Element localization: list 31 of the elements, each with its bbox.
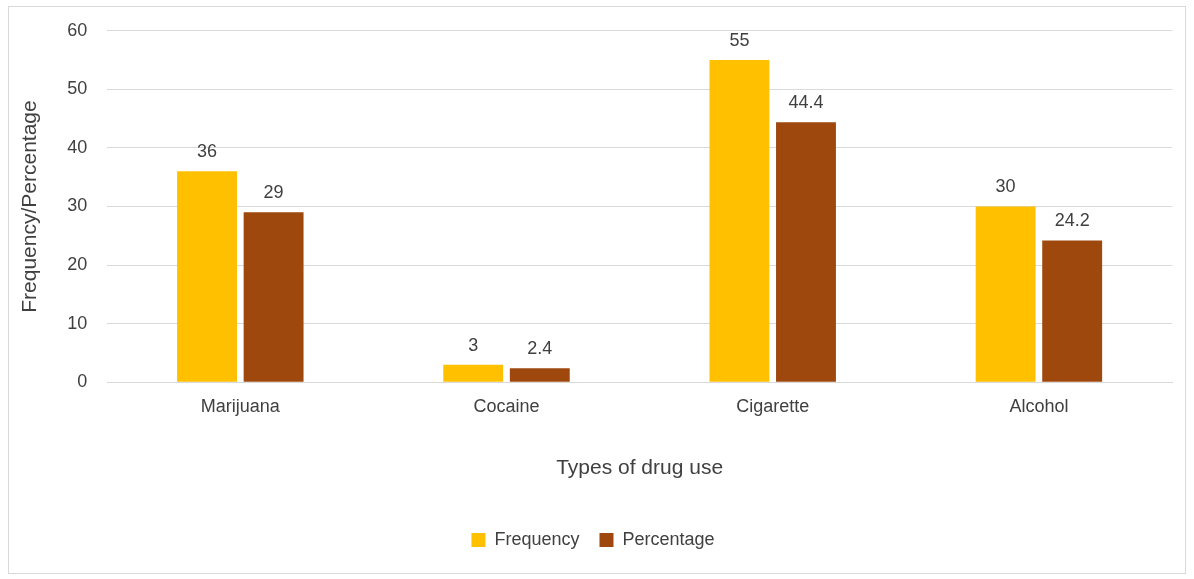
data-label: 3 xyxy=(468,334,479,355)
y-tick-label: 30 xyxy=(67,195,88,216)
y-tick-label: 20 xyxy=(67,254,88,275)
x-tick-label: Cigarette xyxy=(736,395,810,416)
data-label: 44.4 xyxy=(788,92,824,113)
x-tick-label: Cocaine xyxy=(473,395,540,416)
bar xyxy=(177,171,237,382)
x-axis-title: Types of drug use xyxy=(556,455,724,479)
bar xyxy=(1042,240,1103,382)
bar xyxy=(243,212,304,382)
data-label: 36 xyxy=(197,141,218,162)
data-label: 55 xyxy=(729,30,750,51)
y-tick-label: 10 xyxy=(67,312,88,333)
bar xyxy=(443,364,504,382)
y-tick-label: 50 xyxy=(67,78,88,99)
x-tick-label: Marijuana xyxy=(200,395,281,416)
legend-label: Percentage xyxy=(622,528,715,549)
y-axis-title: Frequency/Percentage xyxy=(17,100,41,313)
x-tick-label: Alcohol xyxy=(1009,395,1069,416)
data-label: 29 xyxy=(263,182,284,203)
bar xyxy=(975,206,1036,382)
legend-label: Frequency xyxy=(494,528,580,549)
data-label: 2.4 xyxy=(527,338,553,359)
bar xyxy=(509,368,570,382)
bar xyxy=(709,60,770,382)
data-label: 30 xyxy=(995,176,1016,197)
data-label: 24.2 xyxy=(1054,210,1090,231)
y-tick-label: 40 xyxy=(67,136,88,157)
bar xyxy=(776,122,836,382)
y-tick-label: 0 xyxy=(77,371,88,392)
y-tick-label: 60 xyxy=(67,19,88,40)
